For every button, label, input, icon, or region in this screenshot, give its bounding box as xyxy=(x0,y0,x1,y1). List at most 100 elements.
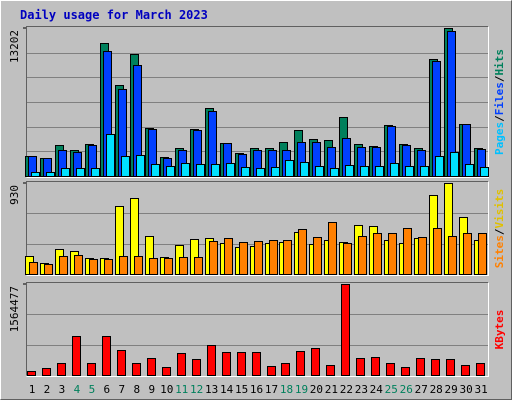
bar xyxy=(285,160,294,177)
bar xyxy=(42,368,51,376)
bar xyxy=(371,357,380,376)
bar xyxy=(104,259,113,275)
bar xyxy=(281,363,290,376)
x-tick-label: 16 xyxy=(250,383,263,396)
x-tick-label: 22 xyxy=(340,383,353,396)
bar xyxy=(401,367,410,376)
bar xyxy=(450,152,459,177)
bar xyxy=(119,256,128,275)
bar xyxy=(164,258,173,275)
bar xyxy=(196,164,205,177)
bar xyxy=(360,166,369,177)
x-tick-label: 14 xyxy=(220,383,234,396)
bar xyxy=(465,164,474,177)
x-tick-label: 20 xyxy=(310,383,323,396)
bar xyxy=(375,166,384,177)
legend-separator: / xyxy=(493,115,506,122)
bar xyxy=(241,167,250,177)
x-tick-label: 3 xyxy=(59,383,66,396)
bar xyxy=(237,352,246,376)
bar xyxy=(179,257,188,275)
bar xyxy=(226,163,235,177)
bar xyxy=(91,168,100,177)
bar xyxy=(448,236,457,275)
bar xyxy=(330,168,339,177)
bar xyxy=(136,155,145,177)
bar xyxy=(46,172,55,177)
x-tick-label: 11 xyxy=(175,383,188,396)
chart-title: Daily usage for March 2023 xyxy=(20,8,208,22)
bar xyxy=(298,229,307,275)
bar xyxy=(207,345,216,376)
bar xyxy=(328,222,337,275)
legend: KBytes xyxy=(493,310,506,350)
bar xyxy=(31,172,40,177)
y-tick-label: 930 xyxy=(8,185,21,205)
bar xyxy=(166,166,175,177)
bar xyxy=(87,363,96,376)
bar xyxy=(313,237,322,275)
legend-entry: Visits xyxy=(493,189,506,229)
bar xyxy=(162,367,171,376)
bar xyxy=(311,348,320,376)
bar xyxy=(76,168,85,177)
bar xyxy=(373,233,382,275)
bar xyxy=(134,256,143,275)
legend-separator: / xyxy=(493,228,506,235)
x-tick-label: 25 xyxy=(385,383,398,396)
x-tick-label: 5 xyxy=(89,383,96,396)
bar xyxy=(418,237,427,275)
x-tick-label: 27 xyxy=(415,383,428,396)
bar xyxy=(194,257,203,275)
panel-bevel xyxy=(26,282,489,376)
legend-entry: Sites xyxy=(493,235,506,268)
x-tick-label: 29 xyxy=(445,383,458,396)
bar xyxy=(461,365,470,376)
y-tick-label: 1564477 xyxy=(8,286,21,332)
panel-bevel xyxy=(26,181,489,276)
x-tick-label: 8 xyxy=(133,383,140,396)
bar xyxy=(358,236,367,275)
bar xyxy=(388,233,397,275)
x-tick-label: 26 xyxy=(400,383,413,396)
bar xyxy=(74,255,83,275)
x-tick-label: 18 xyxy=(280,383,293,396)
legend: Pages/Files/Hits xyxy=(493,49,506,155)
bar xyxy=(224,238,233,275)
legend: Sites/Visits xyxy=(493,189,506,269)
bar xyxy=(296,351,305,376)
bar xyxy=(271,167,280,177)
x-tick-label: 7 xyxy=(119,383,126,396)
bar xyxy=(239,242,248,275)
bar xyxy=(478,233,487,275)
bar xyxy=(269,240,278,275)
bar xyxy=(254,241,263,275)
x-tick-label: 21 xyxy=(325,383,338,396)
bar xyxy=(390,163,399,177)
bar xyxy=(177,353,186,376)
bar xyxy=(345,165,354,177)
x-tick-label: 17 xyxy=(265,383,278,396)
bar xyxy=(315,166,324,177)
bar xyxy=(44,264,53,275)
bar xyxy=(61,168,70,177)
bar xyxy=(431,359,440,376)
bar xyxy=(59,256,68,275)
legend-entry: Pages xyxy=(493,122,506,155)
bar xyxy=(57,363,66,376)
x-tick-label: 23 xyxy=(355,383,368,396)
x-tick-label: 24 xyxy=(370,383,384,396)
x-tick-label: 1 xyxy=(29,383,36,396)
bar xyxy=(343,243,352,275)
bar xyxy=(121,156,130,177)
bar xyxy=(446,359,455,376)
x-tick-label: 15 xyxy=(235,383,248,396)
bar xyxy=(356,358,365,376)
legend-entry: KBytes xyxy=(493,310,506,350)
bar xyxy=(149,258,158,275)
bar xyxy=(341,284,350,376)
x-tick-label: 19 xyxy=(295,383,308,396)
panel-bevel xyxy=(26,26,489,178)
bar xyxy=(267,366,276,376)
